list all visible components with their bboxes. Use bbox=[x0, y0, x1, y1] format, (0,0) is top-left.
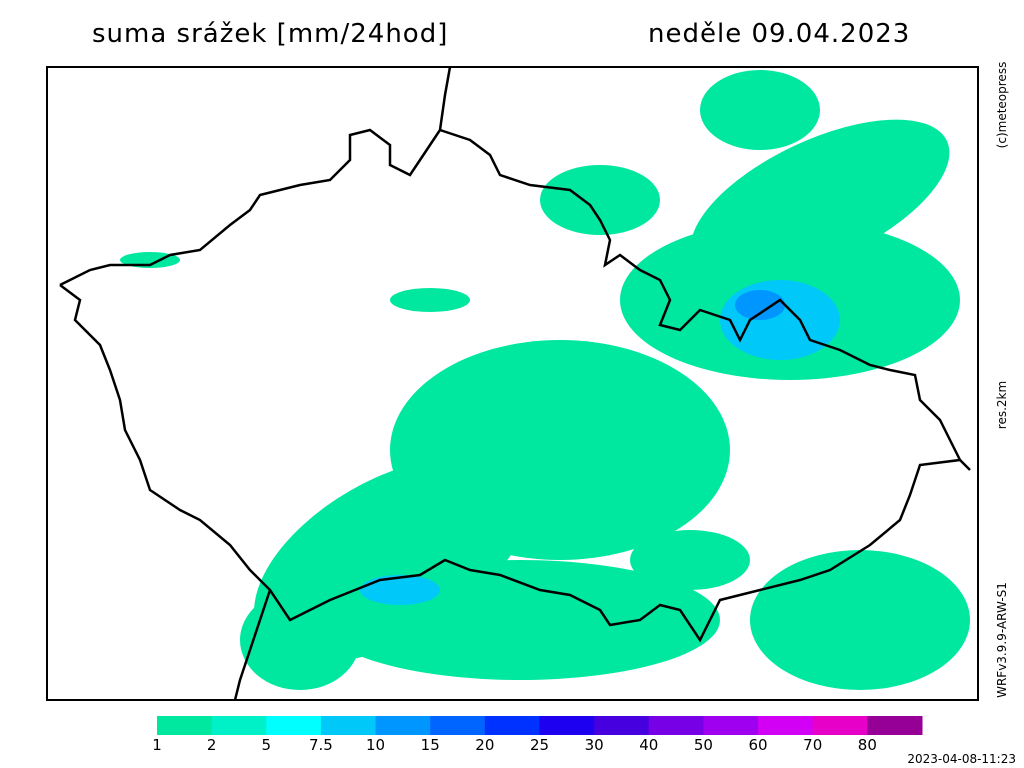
legend-swatch bbox=[539, 716, 595, 735]
legend-label: 10 bbox=[366, 736, 385, 754]
legend-swatch bbox=[648, 716, 704, 735]
legend-label: 60 bbox=[749, 736, 768, 754]
legend-label: 5 bbox=[262, 736, 272, 754]
legend-swatch bbox=[703, 716, 759, 735]
legend-swatch bbox=[266, 716, 322, 735]
legend: 1 2 5 7.5 10 15 20 25 30 40 50 60 70 80 bbox=[152, 716, 923, 754]
timestamp: 2023-04-08-11:23 bbox=[907, 752, 1016, 766]
legend-swatch bbox=[211, 716, 267, 735]
legend-swatch bbox=[430, 716, 486, 735]
model: WRFv3.9.9-ARW-S1 bbox=[995, 582, 1009, 698]
legend-swatch bbox=[484, 716, 540, 735]
title: suma srážek [mm/24hod] bbox=[92, 19, 448, 49]
legend-label: 25 bbox=[530, 736, 549, 754]
legend-swatch bbox=[812, 716, 868, 735]
borders bbox=[59, 66, 971, 701]
legend-swatch bbox=[320, 716, 377, 735]
resolution: res.2km bbox=[995, 381, 1009, 429]
legend-swatch bbox=[375, 716, 431, 735]
legend-swatch bbox=[758, 716, 814, 735]
copyright: (c)meteopress bbox=[995, 62, 1009, 149]
map-frame bbox=[46, 66, 979, 701]
date: neděle 09.04.2023 bbox=[648, 19, 910, 49]
legend-swatch bbox=[594, 716, 650, 735]
legend-label: 1 bbox=[152, 736, 162, 754]
precip-areas bbox=[47, 67, 978, 700]
legend-label: 15 bbox=[421, 736, 440, 754]
legend-label: 30 bbox=[585, 736, 604, 754]
legend-swatch bbox=[157, 716, 213, 735]
legend-label: 50 bbox=[694, 736, 713, 754]
legend-swatch bbox=[867, 716, 923, 735]
legend-label: 40 bbox=[639, 736, 658, 754]
legend-label: 7.5 bbox=[309, 736, 333, 754]
legend-label: 70 bbox=[803, 736, 822, 754]
legend-label: 20 bbox=[475, 736, 494, 754]
legend-label: 80 bbox=[858, 736, 877, 754]
legend-label: 2 bbox=[207, 736, 217, 754]
